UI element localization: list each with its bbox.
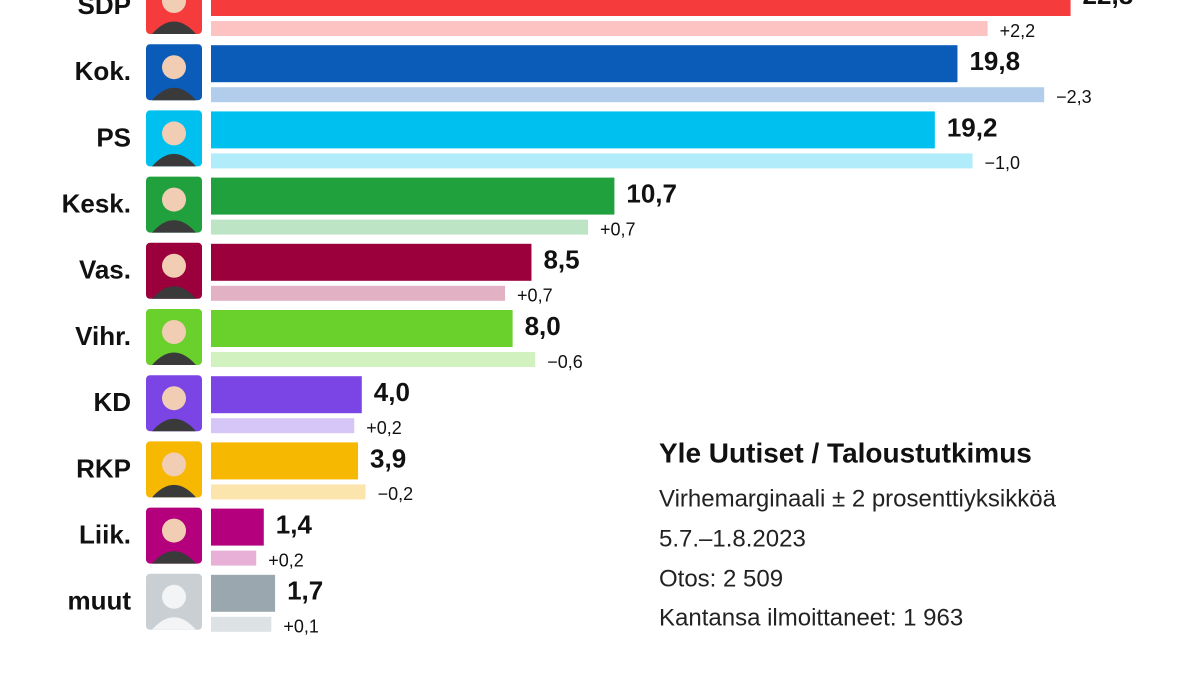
value-label: 3,9	[370, 443, 406, 473]
value-label: 19,8	[969, 46, 1020, 76]
change-label: +2,2	[1000, 21, 1036, 41]
bar	[211, 45, 958, 83]
photo-head	[162, 253, 186, 278]
change-label: +0,2	[268, 550, 304, 570]
bar	[211, 574, 276, 612]
bar	[211, 243, 532, 281]
change-label: −1,0	[985, 153, 1021, 173]
photo-body	[152, 153, 196, 167]
previous-bar	[211, 616, 272, 632]
party-label: SDP	[78, 0, 131, 20]
photo-head	[162, 121, 186, 146]
source-line: Kantansa ilmoittaneet: 1 963	[659, 604, 963, 631]
change-label: +0,1	[283, 617, 319, 637]
change-label: −0,2	[378, 484, 414, 504]
value-label: 1,7	[287, 576, 323, 606]
party-label: Vihr.	[75, 321, 131, 351]
photo-head	[162, 452, 186, 477]
value-label: 8,5	[543, 245, 579, 275]
previous-bar	[211, 550, 257, 566]
change-label: +0,2	[366, 418, 402, 438]
previous-bar	[211, 484, 366, 500]
previous-bar	[211, 352, 536, 367]
photo-head	[162, 518, 186, 543]
source-line: Otos: 2 509	[659, 565, 783, 592]
bar	[211, 111, 935, 149]
previous-bar	[211, 285, 506, 301]
photo-head	[162, 320, 186, 344]
value-label: 1,4	[276, 509, 313, 539]
party-label: RKP	[76, 453, 131, 483]
previous-bar	[211, 418, 355, 434]
previous-bar	[211, 219, 588, 235]
party-label: KD	[93, 387, 131, 417]
party-label: Kesk.	[62, 188, 131, 218]
photo-head	[162, 386, 186, 411]
source-line: 5.7.–1.8.2023	[659, 525, 806, 552]
photo-body	[152, 484, 196, 498]
value-label: 22,8	[1083, 0, 1134, 10]
previous-bar	[211, 153, 973, 169]
photo-body	[152, 87, 196, 101]
photo-body	[152, 352, 196, 365]
party-label: muut	[67, 586, 131, 616]
previous-bar	[211, 21, 988, 36]
photo-body	[152, 21, 196, 34]
photo-body	[152, 551, 196, 564]
party-label: PS	[96, 122, 131, 152]
photo-head	[162, 0, 186, 13]
bar	[211, 376, 362, 414]
photo	[146, 0, 202, 34]
photo-body	[152, 286, 196, 299]
previous-bar	[211, 87, 1045, 103]
value-label: 19,2	[947, 112, 998, 142]
source-title: Yle Uutiset / Taloustutkimus	[659, 437, 1032, 468]
value-label: 4,0	[374, 377, 410, 407]
photo-head	[162, 584, 186, 609]
bar	[211, 442, 359, 480]
bar	[211, 177, 615, 215]
change-label: −2,3	[1056, 87, 1092, 107]
photo-body	[152, 220, 196, 233]
bar	[211, 0, 1071, 16]
value-label: 8,0	[525, 311, 561, 341]
change-label: +0,7	[517, 286, 553, 306]
bar	[211, 508, 264, 546]
party-label: Liik.	[79, 519, 131, 549]
photo-body	[152, 617, 196, 630]
source-line: Virhemarginaali ± 2 prosenttiyksikköä	[659, 485, 1057, 512]
bar	[211, 310, 513, 347]
photo-body	[152, 418, 196, 432]
photo-head	[162, 55, 186, 80]
party-label: Kok.	[75, 56, 131, 86]
photo-head	[162, 187, 186, 212]
change-label: +0,7	[600, 219, 636, 239]
change-label: −0,6	[547, 352, 583, 372]
value-label: 10,7	[626, 178, 677, 208]
party-label: Vas.	[79, 255, 131, 285]
